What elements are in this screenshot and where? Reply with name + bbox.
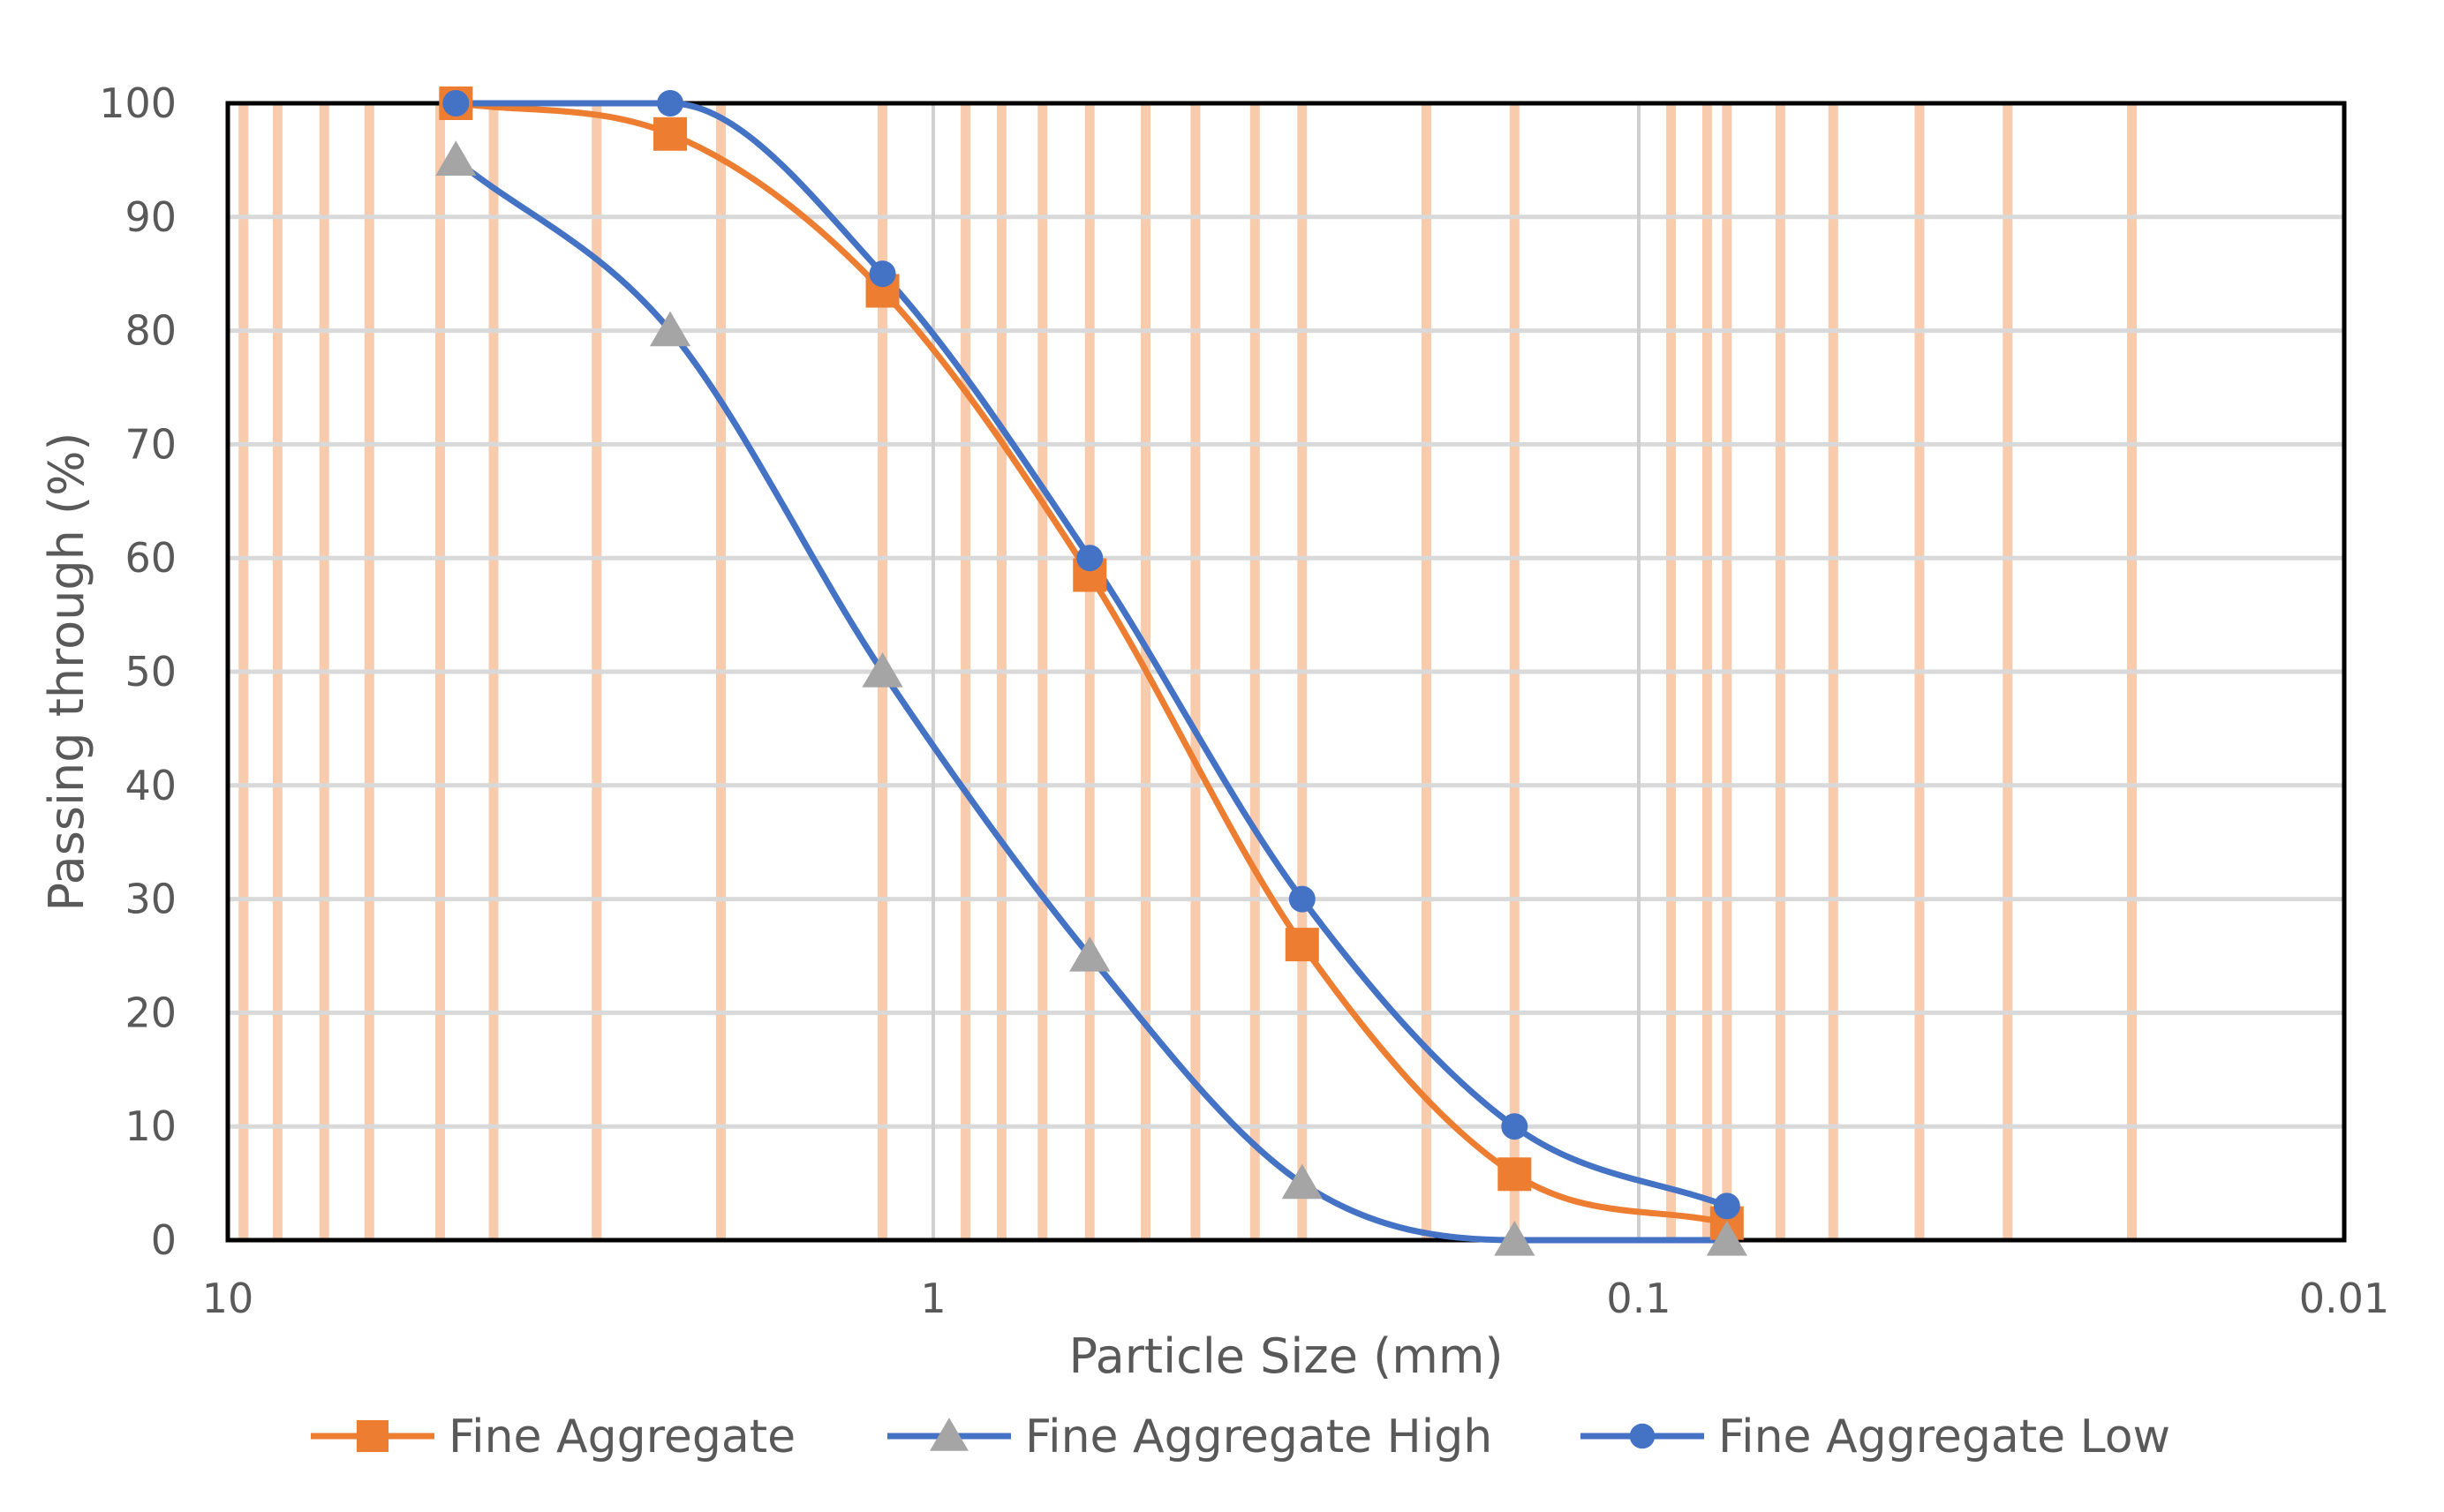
y-tick-label: 100: [99, 79, 177, 127]
y-axis-ticks: 0 10 20 30 40 50 60 70 80 90 100: [99, 79, 177, 1264]
y-tick-label: 40: [124, 762, 177, 809]
y-axis-title: Passing through (%): [39, 433, 94, 912]
x-tick-label: 0.01: [2299, 1275, 2389, 1322]
data-point-series-3: [442, 90, 470, 117]
legend-label: Fine Aggregate: [449, 1410, 796, 1463]
y-tick-label: 20: [124, 989, 177, 1036]
data-point-series-2: [1281, 1163, 1323, 1200]
data-point-series-1: [1285, 928, 1319, 962]
data-point-series-2: [862, 652, 903, 688]
x-tick-label: 0.1: [1606, 1275, 1671, 1322]
data-point-series-3: [1501, 1113, 1528, 1140]
y-tick-label: 0: [151, 1216, 177, 1264]
data-point-series-2: [1494, 1221, 1535, 1256]
legend: Fine Aggregate Fine Aggregate High Fine Ag…: [311, 1410, 2170, 1463]
data-point-series-3: [1288, 885, 1316, 913]
data-point-series-3: [1713, 1192, 1740, 1220]
x-tick-label: 1: [920, 1275, 946, 1322]
plot-border: [225, 101, 2347, 1243]
legend-marker: [356, 1419, 389, 1453]
data-point-series-3: [869, 260, 896, 288]
data-point-series-1: [653, 117, 688, 151]
y-tick-label: 10: [124, 1102, 177, 1150]
legend-label: Fine Aggregate High: [1025, 1410, 1492, 1463]
grid-lines: [228, 103, 2344, 1240]
x-tick-label: 10: [202, 1275, 254, 1322]
y-tick-label: 70: [124, 420, 177, 468]
data-point-series-1: [1497, 1157, 1532, 1192]
legend-marker: [1629, 1423, 1656, 1449]
data-point-series-2: [1069, 937, 1111, 972]
y-tick-label: 50: [124, 648, 177, 696]
data-point-series-2: [1706, 1221, 1747, 1256]
data-point-series-2: [435, 140, 477, 176]
data-point-series-3: [1076, 545, 1104, 572]
data-point-series-2: [649, 311, 691, 347]
y-tick-label: 60: [124, 534, 177, 582]
y-tick-label: 30: [124, 876, 177, 923]
legend-marker: [930, 1418, 969, 1451]
legend-label: Fine Aggregate Low: [1718, 1410, 2170, 1463]
y-tick-label: 80: [124, 307, 177, 355]
x-axis-ticks: 10 1 0.1 0.01: [202, 1275, 2389, 1322]
series-markers: [435, 87, 1747, 1256]
y-tick-label: 90: [124, 193, 177, 241]
data-point-series-3: [657, 90, 684, 117]
x-axis-title: Particle Size (mm): [1068, 1328, 1503, 1384]
